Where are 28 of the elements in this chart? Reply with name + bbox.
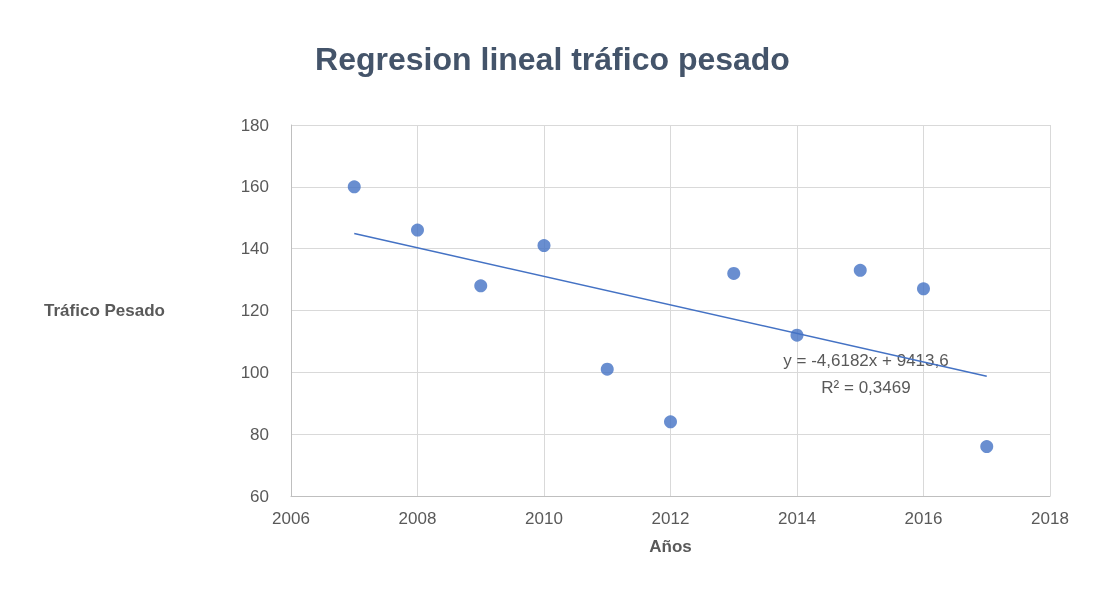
x-tick-label: 2010	[525, 509, 563, 528]
x-tick-label: 2014	[778, 509, 816, 528]
chart-title: Regresion lineal tráfico pesado	[315, 41, 790, 77]
y-tick-label: 60	[250, 486, 269, 506]
point	[853, 263, 867, 277]
x-tick-label: 2018	[1031, 509, 1069, 528]
x-tick-label: 2012	[651, 509, 690, 528]
point	[727, 266, 741, 280]
y-tick-label: 140	[240, 239, 269, 259]
y-tick-label: 160	[240, 177, 269, 197]
x-tick-label: 2006	[272, 509, 310, 528]
point	[600, 362, 614, 376]
annotation: R² = 0,3469	[821, 377, 911, 397]
y-axis-title: Tráfico Pesado	[44, 301, 165, 320]
point	[347, 180, 361, 194]
point	[917, 282, 930, 296]
point	[537, 239, 551, 253]
x-tick-label: 2016	[904, 509, 943, 528]
x-tick-label: 2008	[398, 509, 437, 528]
x-axis-title: Años	[649, 537, 692, 556]
y-tick-label: 100	[240, 362, 269, 382]
point	[474, 279, 488, 293]
point	[411, 223, 424, 237]
point	[980, 440, 994, 454]
y-tick-label: 80	[250, 424, 269, 444]
y-tick-label: 180	[240, 115, 269, 135]
y-tick-label: 120	[240, 301, 269, 320]
point	[664, 415, 677, 429]
